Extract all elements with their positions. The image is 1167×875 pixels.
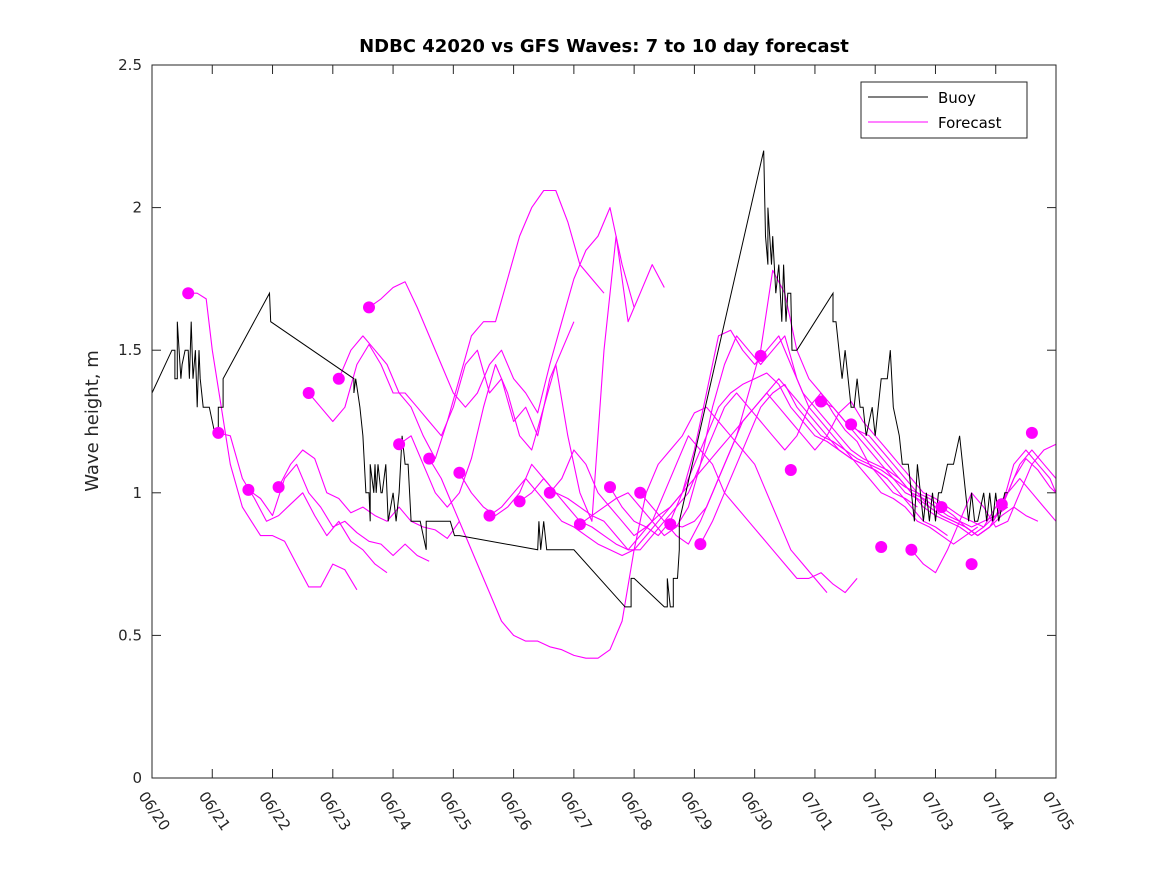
forecast-marker-20	[784, 464, 797, 476]
forecast-marker-11	[483, 509, 496, 522]
y-tick-label-5: 2	[132, 199, 142, 217]
forecast-line-1	[188, 292, 358, 591]
forecast-marker-2	[212, 426, 225, 439]
forecast-line-4	[278, 449, 460, 539]
forecast-line-8	[398, 235, 665, 522]
forecast-line-5	[308, 321, 575, 437]
forecast-line-14	[579, 335, 979, 545]
forecast-marker-7	[363, 301, 375, 314]
y-tick-label-6: 2.5	[118, 56, 142, 74]
y-tick-label-3: 1	[132, 484, 142, 502]
forecast-line-7	[368, 207, 635, 414]
forecast-marker-4	[272, 481, 285, 494]
forecast-marker-16	[634, 486, 647, 499]
legend-forecast-label: Forecast	[938, 114, 1002, 132]
forecast-marker-22	[845, 418, 858, 431]
y-tick-label-2: 0.5	[118, 626, 142, 644]
forecast-line-3	[248, 463, 430, 562]
legend-buoy-label: Buoy	[938, 89, 976, 107]
forecast-marker-26	[965, 558, 978, 571]
forecast-line-21	[910, 443, 1057, 574]
forecast-marker-27	[995, 498, 1008, 511]
plot-area	[152, 65, 1056, 778]
chart-title: NDBC 42020 vs GFS Waves: 7 to 10 day for…	[359, 36, 849, 57]
forecast-line-12	[519, 392, 918, 551]
plot-frame	[151, 64, 1057, 779]
legend: Buoy Forecast	[860, 81, 1028, 139]
forecast-marker-3	[242, 483, 255, 496]
forecast-marker-18	[694, 538, 707, 551]
forecast-marker-6	[332, 372, 345, 385]
forecast-line-13	[549, 372, 948, 537]
forecast-marker-layer	[182, 287, 1038, 571]
forecast-line-9	[428, 406, 828, 659]
forecast-marker-13	[543, 486, 556, 499]
forecast-line-6	[338, 189, 605, 460]
forecast-marker-10	[453, 466, 466, 479]
forecast-marker-9	[423, 452, 436, 465]
forecast-marker-12	[513, 495, 526, 508]
forecast-line-19	[820, 401, 1057, 537]
forecast-marker-24	[905, 543, 918, 556]
forecast-marker-8	[393, 438, 406, 451]
y-tick-label-1: 0	[132, 769, 142, 787]
forecast-marker-14	[573, 518, 586, 531]
buoy-line	[151, 150, 1008, 608]
forecast-marker-25	[935, 501, 948, 514]
legend-box	[860, 81, 1028, 139]
buoy-layer	[151, 150, 1008, 608]
forecast-marker-19	[754, 349, 767, 362]
forecast-marker-15	[604, 481, 616, 494]
y-tick-label-4: 1.5	[118, 341, 142, 359]
forecast-marker-5	[302, 387, 315, 399]
forecast-line-11	[489, 378, 888, 557]
forecast-marker-23	[875, 541, 888, 553]
forecast-marker-17	[664, 518, 677, 531]
y-axis-title: Wave height, m	[82, 350, 103, 491]
forecast-layer	[188, 189, 1057, 659]
forecast-marker-28	[1025, 426, 1038, 439]
forecast-marker-21	[815, 395, 827, 408]
forecast-marker-1	[182, 287, 195, 300]
forecast-line-20	[850, 424, 1057, 537]
